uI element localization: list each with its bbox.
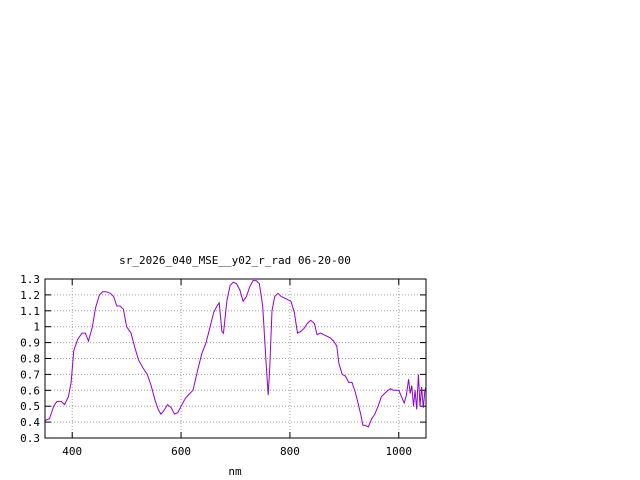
y-tick-label: 0.3 [20,432,40,445]
y-tick-label: 0.9 [20,337,40,350]
chart-title: sr_2026_040_MSE__y02_r_rad 06-20-00 [119,254,351,267]
axis-ticks: 0.3 0.4 0.5 0.6 0.7 0.8 0.9 1 1.1 1.2 1.3 400 600 800… [20,273,426,458]
y-tick-label: 0.6 [20,384,40,397]
x-tick-label: 600 [171,445,191,458]
series-layer [44,280,427,428]
y-tick-label: 0.7 [20,368,40,381]
series-line [44,280,427,428]
x-axis-label: nm [228,465,242,478]
x-tick-label: 800 [280,445,300,458]
x-tick-label: 400 [62,445,82,458]
y-tick-label: 0.4 [20,416,40,429]
y-tick-label: 1 [33,321,40,334]
y-tick-label: 1.1 [20,305,40,318]
y-tick-label: 1.3 [20,273,40,286]
y-tick-label: 0.8 [20,353,40,366]
y-tick-label: 0.5 [20,400,40,413]
x-tick-label: 1000 [386,445,413,458]
y-tick-label: 1.2 [20,289,40,302]
plot-area-frame [44,278,427,439]
grid-lines [45,279,426,438]
